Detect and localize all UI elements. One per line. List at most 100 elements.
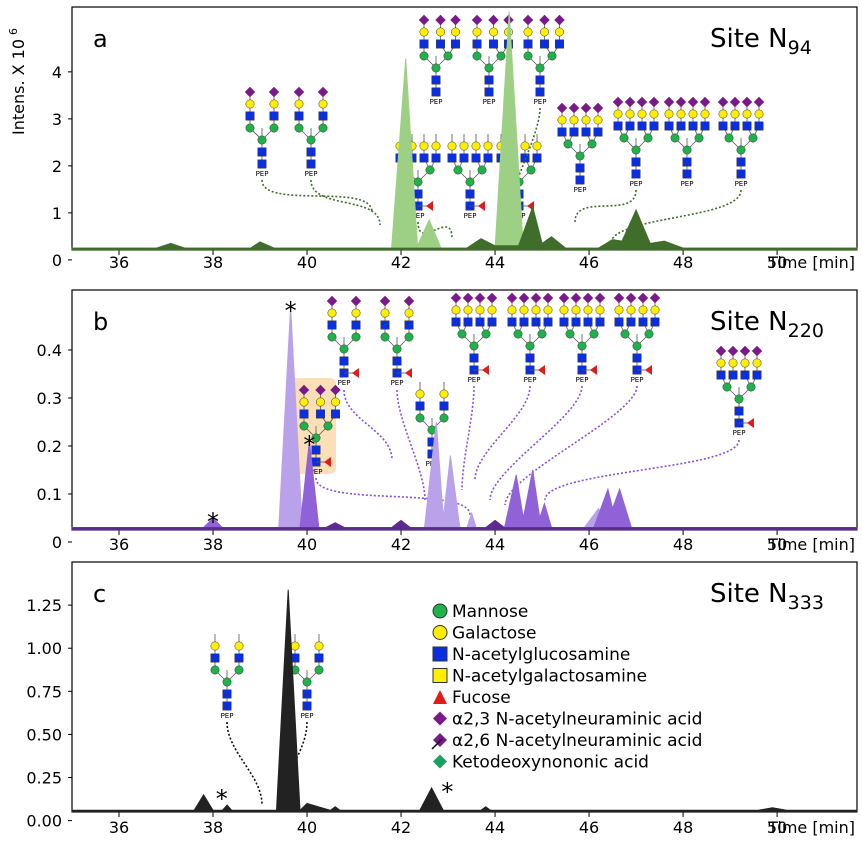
glycan-diamond	[727, 345, 739, 357]
glycan-square	[650, 317, 660, 327]
glycan-square	[631, 169, 641, 179]
glycan-diamond	[418, 14, 430, 26]
glycan-square	[306, 147, 316, 157]
panel-label: a	[93, 25, 108, 53]
glycan-circle	[294, 99, 304, 109]
glycan-square	[577, 353, 587, 363]
glycan-circle	[620, 329, 630, 339]
glycan-triangle	[405, 368, 412, 378]
glycan-circle	[555, 27, 564, 37]
x-tick-label: 50	[767, 818, 787, 837]
glycan-square	[318, 111, 328, 121]
glycan-circle	[451, 305, 461, 315]
y-tick-label: 1.25	[26, 596, 62, 615]
legend-label: Galactose	[452, 624, 536, 644]
glycan-circle	[637, 109, 647, 119]
glycan-circle	[481, 329, 491, 339]
glycan-square	[257, 159, 267, 169]
glycan-circle	[676, 109, 686, 119]
glycan-square	[451, 317, 461, 327]
connector	[461, 385, 475, 491]
glycan-circle	[316, 397, 325, 407]
y-tick-label: 0.3	[37, 389, 62, 408]
glycan-circle	[436, 27, 445, 37]
glycan-diamond	[739, 345, 751, 357]
legend-slash	[431, 738, 443, 750]
glycan-circle	[419, 27, 429, 37]
glycan-square	[626, 317, 636, 327]
glycan-circle	[532, 141, 542, 151]
glycan-square	[682, 169, 692, 179]
glycan-square	[302, 701, 312, 711]
glycan-diamond	[539, 14, 550, 26]
glycan-square	[595, 317, 605, 327]
glycan-circle	[269, 123, 279, 133]
glycan-square	[222, 701, 232, 711]
site-title: Site N333	[710, 579, 824, 614]
glycan-square	[682, 157, 692, 167]
glycan-square	[469, 353, 479, 363]
glycan-square	[489, 39, 498, 49]
y-tick-label: 0.50	[26, 725, 62, 744]
glycan-square	[475, 317, 485, 327]
glycan-square	[730, 121, 740, 131]
glycan-triangle	[352, 368, 359, 378]
glycan-diamond	[717, 96, 729, 108]
glycan-diamond	[556, 102, 568, 114]
glycan-square	[523, 39, 533, 49]
glycan-square	[736, 157, 746, 167]
glycan-diamond	[648, 96, 660, 108]
glycan-circle	[465, 177, 475, 187]
x-tick-label: 40	[297, 818, 317, 837]
x-tick-label: 48	[673, 535, 693, 554]
x-tick-label: 46	[579, 253, 599, 272]
legend-label: Fucose	[452, 688, 511, 708]
y-axis-label-exp: 6	[7, 28, 20, 35]
legend-symbol	[433, 754, 447, 769]
glycan-diamond	[506, 292, 518, 304]
glycan-circle	[664, 109, 674, 119]
glycan-circle	[415, 389, 425, 399]
glycan-circle	[306, 135, 316, 145]
glycan-circle	[451, 27, 460, 37]
glycan-square	[734, 406, 744, 416]
glycan-square	[583, 317, 593, 327]
peptide-label: PEP	[630, 180, 643, 188]
connector	[343, 389, 393, 461]
site-title-main: Site N	[710, 307, 788, 337]
glycan-circle	[700, 109, 710, 119]
connector	[474, 385, 531, 481]
peptide-label: PEP	[576, 376, 589, 384]
glycan-square	[752, 370, 762, 380]
glycan-circle	[736, 145, 746, 155]
legend-symbol	[433, 690, 447, 704]
glycan-diamond	[570, 292, 582, 304]
glycan-circle	[557, 115, 567, 125]
y-axis-label: Intens. X 10 6	[7, 28, 28, 135]
glycan-diamond	[624, 96, 636, 108]
glycan-circle	[644, 329, 654, 339]
connector	[504, 385, 638, 506]
glycan-circle	[392, 344, 402, 354]
glycan-diamond	[471, 14, 483, 26]
glycan-diamond	[486, 292, 498, 304]
glycan-circle	[632, 341, 642, 351]
glycan-circle	[302, 677, 312, 687]
panel-label: b	[93, 308, 108, 336]
glycan-diamond	[435, 14, 446, 26]
glycan-circle	[543, 305, 553, 315]
glycan-circle	[523, 51, 533, 61]
connector	[574, 189, 637, 223]
y-tick-label: 4	[52, 63, 62, 82]
glycan-circle	[742, 109, 752, 119]
glycan-circle	[318, 99, 328, 109]
glycan-circle	[722, 382, 732, 392]
trace-area	[71, 441, 858, 531]
site-title: Site N220	[710, 307, 824, 342]
glycan-circle	[525, 341, 535, 351]
glycan-circle	[419, 51, 429, 61]
glycan-circle	[489, 27, 498, 37]
glycan-circle	[575, 151, 585, 161]
y-tick-label: 0.1	[37, 485, 62, 504]
legend-symbol	[432, 625, 448, 640]
